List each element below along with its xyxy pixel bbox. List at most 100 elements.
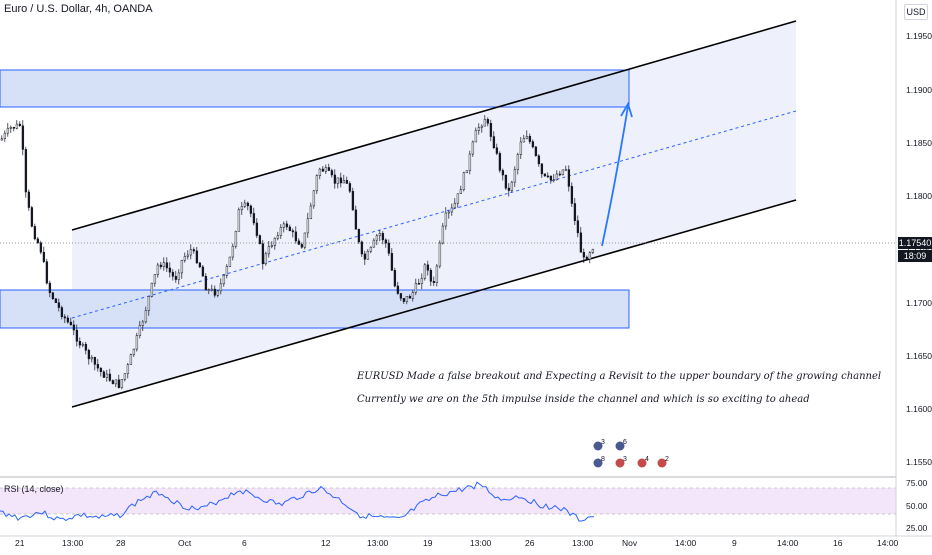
candle-body	[132, 348, 136, 355]
candle-body	[219, 283, 223, 292]
time-tick: 9	[732, 538, 737, 548]
event-marker[interactable]	[614, 457, 626, 469]
candle-body	[567, 169, 571, 187]
candle-body	[489, 123, 493, 137]
time-tick: 21	[15, 538, 25, 548]
channel-upper-line[interactable]	[71, 20, 797, 231]
candle-body	[543, 173, 547, 177]
rsi-line[interactable]	[0, 481, 594, 522]
candle-body	[315, 175, 319, 192]
candle-body	[231, 245, 235, 258]
candle-body	[279, 227, 283, 236]
event-markers[interactable]: 3 6 8 3 4 2	[592, 439, 669, 469]
candle-body	[270, 245, 274, 247]
event-marker[interactable]	[592, 457, 604, 469]
rsi-tick: 50.00	[906, 501, 928, 511]
event-marker[interactable]	[592, 440, 604, 452]
candle-body	[21, 125, 25, 150]
candle-body	[207, 289, 211, 291]
candle-body	[141, 321, 145, 326]
candle-body	[447, 211, 451, 214]
candle-body	[366, 250, 370, 260]
currency-button[interactable]: USD	[904, 4, 928, 20]
candle-body	[243, 202, 247, 207]
projection-arrowhead	[620, 101, 633, 118]
candle-body	[12, 127, 16, 129]
candle-body	[351, 191, 355, 211]
candle-body	[555, 173, 559, 180]
rsi-indicator-label[interactable]: RSI (14, close)	[4, 484, 64, 494]
candle-body	[516, 154, 520, 170]
price-tick: 1.19000	[906, 85, 932, 95]
candle-body	[456, 193, 460, 204]
candle-body	[99, 367, 103, 373]
candle-body	[561, 169, 565, 176]
candle-body	[441, 225, 445, 244]
candle-body	[204, 275, 208, 291]
candle-body	[144, 310, 148, 323]
candle-body	[537, 155, 541, 165]
candle-body	[33, 226, 37, 240]
event-marker[interactable]	[614, 440, 626, 452]
event-count: 6	[623, 439, 627, 446]
event-count: 4	[645, 456, 649, 463]
upper-zone[interactable]	[0, 69, 630, 108]
candle-body	[189, 249, 193, 256]
candle-body	[51, 292, 55, 299]
candle-body	[519, 141, 523, 155]
candle-body	[138, 325, 142, 336]
annotation-line-1[interactable]: EURUSD Made a false breakout and Expecti…	[356, 371, 881, 382]
candle-body	[96, 364, 100, 369]
time-tick: Nov	[622, 538, 638, 548]
candle-body	[291, 230, 295, 233]
candle-body	[126, 364, 130, 374]
price-axis[interactable]: 1.19500 1.19000 1.18500 1.18000 1.17500 …	[906, 31, 932, 533]
candle-body	[540, 163, 544, 175]
annotation-line-2[interactable]: Currently we are on the 5th impulse insi…	[357, 394, 810, 405]
channel-lower-line[interactable]	[71, 199, 797, 408]
candle-body	[585, 256, 589, 260]
bar-countdown-label: 18:09	[898, 250, 932, 262]
candle-body	[375, 235, 379, 241]
event-marker[interactable]	[636, 457, 648, 469]
candle-body	[579, 232, 583, 253]
candle-body	[57, 302, 61, 308]
time-axis[interactable]: 21 13:00 28 Oct 6 12 13:00 19 13:00 26 1…	[15, 538, 899, 548]
candle-body	[108, 373, 112, 381]
candle-body	[432, 281, 436, 283]
candle-body	[570, 186, 574, 204]
candle-body	[192, 249, 196, 252]
price-tick: 1.16500	[906, 351, 932, 361]
candle-body	[558, 173, 562, 176]
symbol-title[interactable]: Euro / U.S. Dollar, 4h, OANDA	[4, 3, 153, 15]
candle-body	[102, 371, 106, 378]
candle-body	[267, 246, 271, 255]
lower-zone[interactable]	[0, 289, 630, 329]
candle-body	[6, 127, 10, 134]
candle-body	[180, 260, 184, 274]
candle-body	[381, 233, 385, 241]
candle-body	[471, 141, 475, 155]
candle-body	[150, 282, 154, 297]
rsi-tick: 75.00	[906, 478, 928, 488]
candle-body	[414, 283, 418, 293]
candle-body	[438, 242, 442, 267]
current-price-label: 1.17540	[898, 237, 932, 249]
candle-body	[261, 243, 265, 265]
candle-body	[573, 203, 577, 221]
candle-body	[426, 264, 430, 271]
candle-body	[324, 167, 328, 172]
candle-body	[387, 242, 391, 254]
event-marker[interactable]	[656, 457, 668, 469]
candle-body	[390, 253, 394, 271]
candle-body	[156, 264, 160, 275]
candle-body	[195, 250, 199, 264]
candle-body	[507, 187, 511, 191]
candle-body	[480, 125, 484, 128]
projection-arrow[interactable]	[601, 105, 629, 247]
price-tick: 1.18000	[906, 191, 932, 201]
candle-body	[423, 264, 427, 279]
candle-body	[153, 274, 157, 284]
